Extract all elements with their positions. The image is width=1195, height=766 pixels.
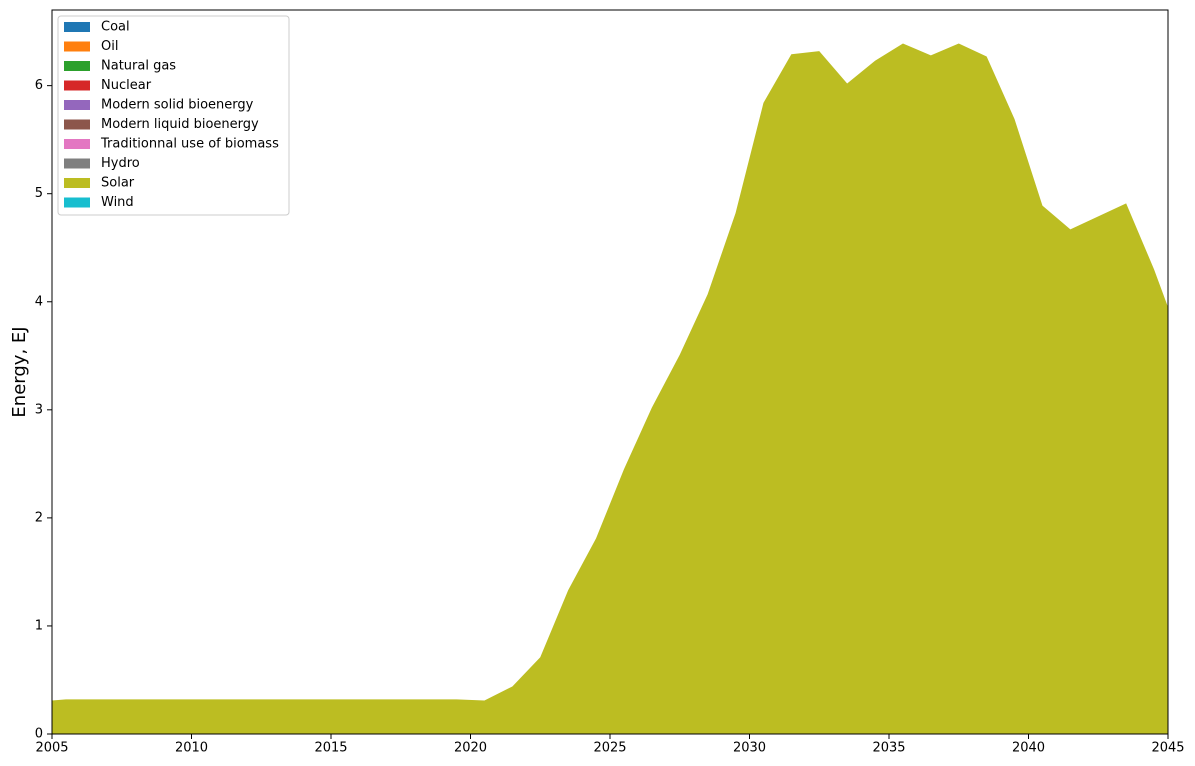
x-tick-label: 2015: [314, 741, 347, 756]
x-tick-label: 2020: [454, 741, 487, 756]
x-tick-label: 2035: [872, 741, 905, 756]
legend-swatch: [64, 80, 90, 91]
legend-label: Modern solid bioenergy: [101, 98, 254, 113]
area: [52, 43, 1168, 734]
y-tick-label: 5: [35, 186, 43, 201]
legend-label: Natural gas: [101, 59, 176, 74]
legend-box: [57, 15, 290, 216]
legend-swatch: [64, 100, 90, 110]
legend-label: Nuclear: [101, 78, 152, 93]
legend-swatch: [64, 41, 90, 52]
legend-label: Solar: [101, 176, 135, 191]
legend-label: Traditionnal use of biomass: [100, 137, 279, 152]
x-tick-label: 2010: [175, 741, 208, 756]
y-tick-label: 1: [35, 618, 43, 633]
y-tick-label: 3: [35, 402, 43, 417]
legend-label: Coal: [101, 20, 130, 35]
legend-label: Oil: [101, 39, 118, 54]
x-tick-label: 2025: [593, 741, 626, 756]
legend-swatch: [64, 178, 90, 188]
y-axis-label: Energy, EJ: [9, 326, 30, 417]
y-tick-label: 2: [35, 510, 43, 525]
y-tick-label: 0: [35, 727, 43, 742]
x-tick-label: 2005: [35, 741, 68, 756]
legend-swatch: [64, 119, 90, 130]
x-tick-label: 2040: [1012, 741, 1045, 756]
legend-label: Hydro: [101, 156, 140, 171]
y-tick-label: 6: [35, 78, 43, 93]
x-tick-label: 2045: [1151, 741, 1184, 756]
legend-swatch: [64, 22, 90, 32]
legend-swatch: [64, 139, 90, 149]
legend-swatch: [64, 61, 90, 71]
legend-swatch: [64, 158, 90, 169]
legend-swatch: [64, 197, 90, 208]
legend-label: Wind: [101, 195, 134, 210]
x-tick-label: 2030: [733, 741, 766, 756]
y-tick-label: 4: [35, 294, 43, 309]
legend-label: Modern liquid bioenergy: [101, 117, 259, 132]
